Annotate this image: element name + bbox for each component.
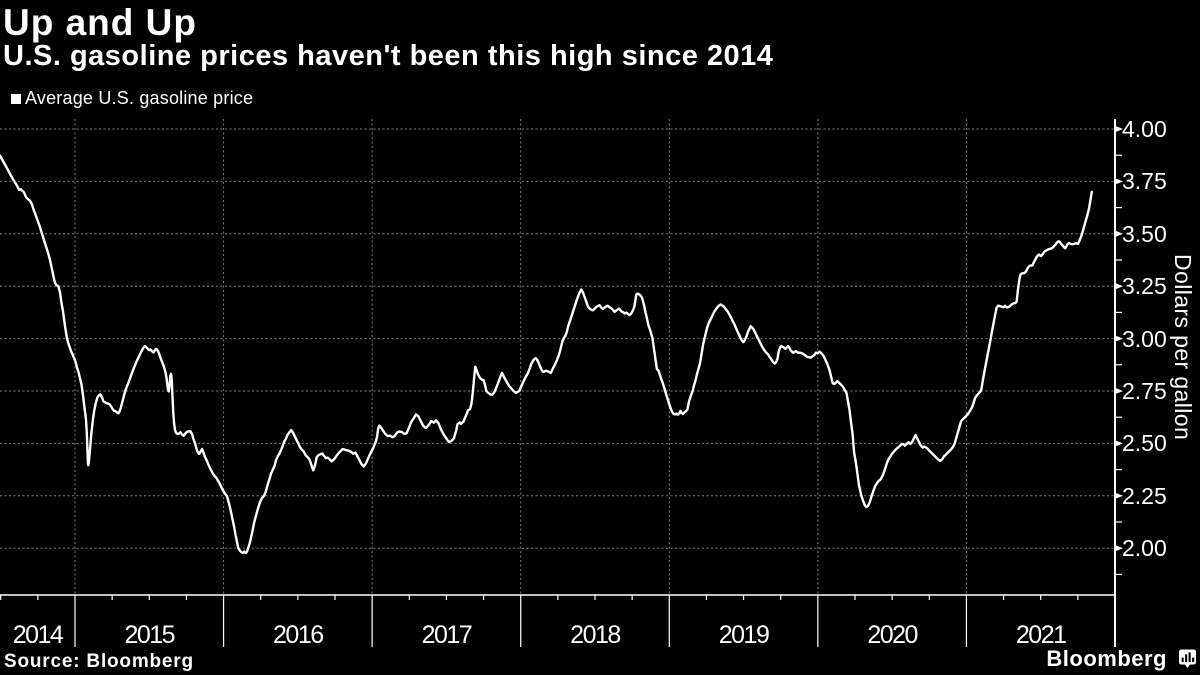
x-tick-label: 2016 (273, 621, 324, 649)
y-major-tick-arrow-icon (1115, 545, 1123, 552)
x-tick-label: 2019 (718, 621, 770, 649)
y-major-tick-arrow-icon (1115, 125, 1123, 133)
y-major-tick-arrow-icon (1115, 492, 1123, 499)
x-tick-label: 2021 (1015, 621, 1067, 649)
y-tick-label: 2.75 (1122, 378, 1167, 404)
x-tick-label: 2014 (12, 621, 64, 649)
y-tick-label: 3.50 (1122, 220, 1167, 247)
y-major-tick-arrow-icon (1115, 230, 1123, 237)
price-line-series (0, 154, 1093, 555)
y-major-tick-arrow-icon (1115, 440, 1123, 447)
y-major-tick-arrow-icon (1115, 178, 1123, 185)
legend-label: Average U.S. gasoline price (25, 88, 254, 108)
y-tick-label: 3.00 (1122, 325, 1167, 352)
y-tick-label: 2.50 (1122, 430, 1167, 457)
source-note: Source: Bloomberg (4, 651, 194, 672)
legend-swatch-icon (11, 93, 21, 104)
bloomberg-logo-icon (1179, 649, 1196, 668)
y-tick-label: 3.25 (1122, 273, 1167, 300)
x-tick-label: 2017 (421, 621, 473, 649)
bloomberg-wordmark: Bloomberg (1046, 646, 1167, 671)
x-tick-label: 2015 (124, 621, 175, 649)
y-tick-label: 3.75 (1122, 168, 1167, 195)
chart-subtitle: U.S. gasoline prices haven't been this h… (3, 40, 774, 72)
x-tick-label: 2018 (570, 621, 621, 649)
legend: Average U.S. gasoline price (11, 88, 253, 109)
y-tick-label: 4.00 (1122, 116, 1167, 142)
y-major-tick-arrow-icon (1115, 335, 1123, 342)
y-major-tick-arrow-icon (1115, 283, 1123, 290)
y-tick-label: 2.25 (1122, 482, 1167, 509)
chart-title: Up and Up (3, 2, 197, 43)
y-axis-title: Dollars per gallon (1170, 254, 1196, 441)
x-tick-label: 2020 (867, 621, 918, 649)
y-major-tick-arrow-icon (1115, 387, 1123, 395)
y-tick-label: 2.00 (1122, 535, 1167, 562)
